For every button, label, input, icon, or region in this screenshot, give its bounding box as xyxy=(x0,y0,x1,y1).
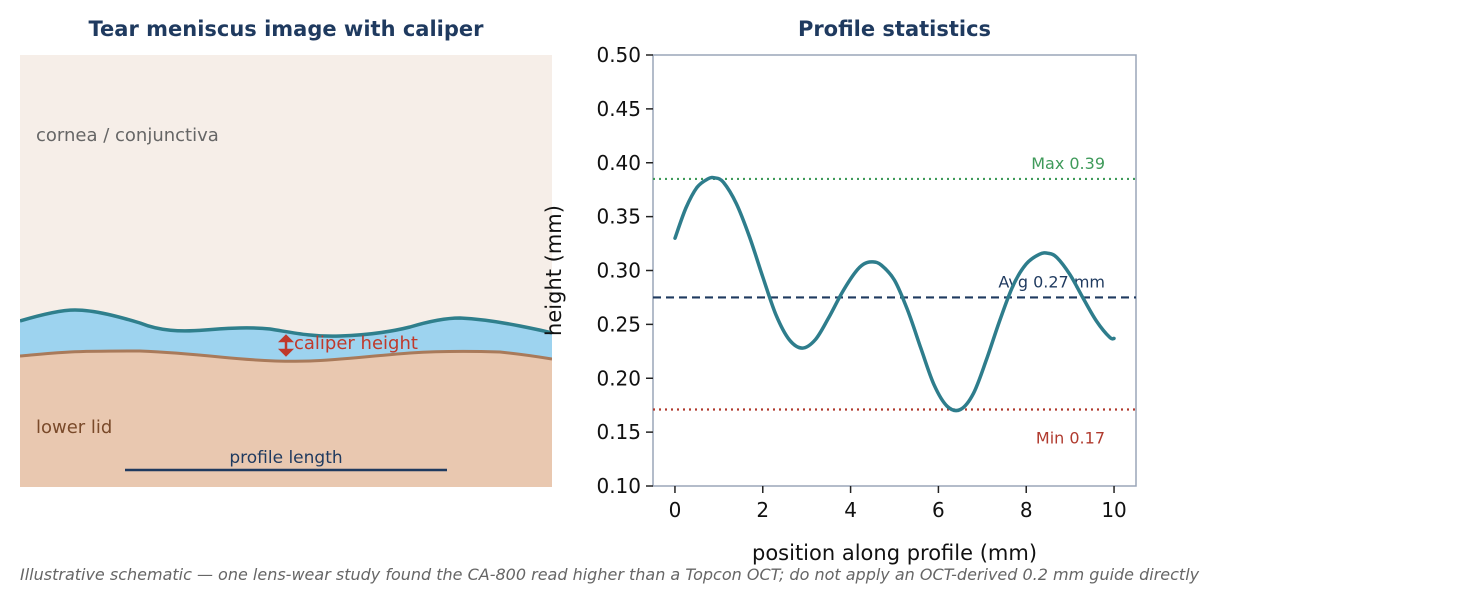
reference-line-label: Min 0.17 xyxy=(1036,428,1105,447)
plot-frame xyxy=(652,54,1137,487)
caliper-label: caliper height xyxy=(294,333,418,354)
profile-height-line xyxy=(673,175,1116,413)
profile-chart: 0.10 0.15 0.20 0.25 0.30 0.35 0.40 0.45 0.50 0 2 4 6… xyxy=(542,43,1137,565)
x-tick-label: 0 xyxy=(669,498,682,522)
reference-line-label: Max 0.39 xyxy=(1031,154,1105,173)
chart-title: Profile statistics xyxy=(797,17,992,41)
tear-surface-line xyxy=(20,308,552,338)
schematic-title: Tear meniscus image with caliper xyxy=(88,17,484,41)
y-axis-label: height (mm) xyxy=(542,205,566,336)
x-axis-label: position along profile (mm) xyxy=(752,541,1037,565)
y-tick-label: 0.45 xyxy=(596,97,641,121)
x-tick-label: 10 xyxy=(1101,498,1126,522)
y-tick-label: 0.20 xyxy=(596,366,641,390)
x-tick-label: 8 xyxy=(1020,498,1033,522)
lid-margin-line xyxy=(20,349,552,363)
y-tick-label: 0.10 xyxy=(596,474,641,498)
profile-length-label: profile length xyxy=(229,448,342,468)
y-tick-label: 0.50 xyxy=(596,43,641,67)
caliper-marker xyxy=(277,334,295,357)
y-tick-label: 0.40 xyxy=(596,151,641,175)
x-tick-label: 6 xyxy=(932,498,945,522)
y-tick-label: 0.15 xyxy=(596,420,641,444)
lower-lid-label: lower lid xyxy=(36,417,112,438)
tear-meniscus-schematic: cornea / conjunctiva caliper height lowe… xyxy=(20,55,552,487)
cornea-label: cornea / conjunctiva xyxy=(36,125,219,146)
y-tick-label: 0.35 xyxy=(596,205,641,229)
x-tick-label: 4 xyxy=(844,498,857,522)
y-tick-label: 0.30 xyxy=(596,259,641,283)
footnote: Illustrative schematic — one lens-wear s… xyxy=(20,565,1200,584)
lower-lid-region xyxy=(20,351,552,487)
x-tick-label: 2 xyxy=(756,498,769,522)
y-tick-label: 0.25 xyxy=(596,312,641,336)
